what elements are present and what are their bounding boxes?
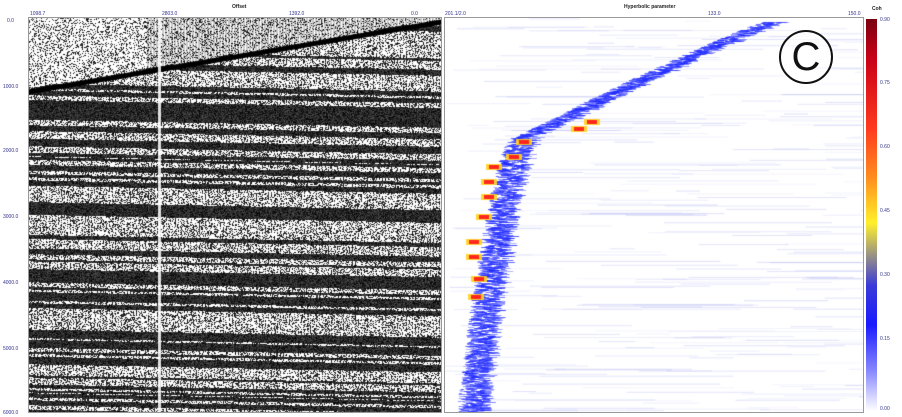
semblance-top-tick-3: 150.0 [848,11,861,17]
colorbar [866,19,877,411]
gather-top-tick-4: 0.0 [411,11,418,17]
colorbar-tick-4: 0.45 [880,208,890,214]
gather-top-tick-1: 1098.7 [30,11,46,17]
colorbar-tick-6: 0.15 [880,336,890,342]
colorbar-tick-1: 0.90 [880,17,890,23]
gather-title: Offset [232,4,247,10]
colorbar-tick-2: 0.75 [880,80,890,86]
semblance-top-tick-2: 133.0 [708,11,721,17]
colorbar-tick-3: 0.60 [880,144,890,150]
gather-left-tick-7: 6000.0 [3,410,19,416]
gather-left-tick-3: 2000.0 [3,148,19,154]
seismic-gather-image [28,17,442,413]
gather-top-tick-3: 1392.0 [289,11,305,17]
gather-top-tick-2: 2803.0 [162,11,178,17]
gather-left-tick-4: 3000.0 [3,214,19,220]
panel-label: C [779,30,833,84]
colorbar-title: Coh [872,6,882,12]
gather-left-tick-6: 5000.0 [3,346,19,352]
gather-left-tick-1: 0.0 [7,18,14,24]
colorbar-tick-5: 0.30 [880,272,890,278]
semblance-top-tick-1: 201.1/2.0 [445,11,466,17]
colorbar-tick-7: 0.00 [880,406,890,412]
gather-left-tick-2: 1000.0 [3,84,19,90]
semblance-image [444,17,864,413]
gather-left-tick-5: 4000.0 [3,280,19,286]
semblance-title: Hyperbolic parameter [624,4,676,10]
